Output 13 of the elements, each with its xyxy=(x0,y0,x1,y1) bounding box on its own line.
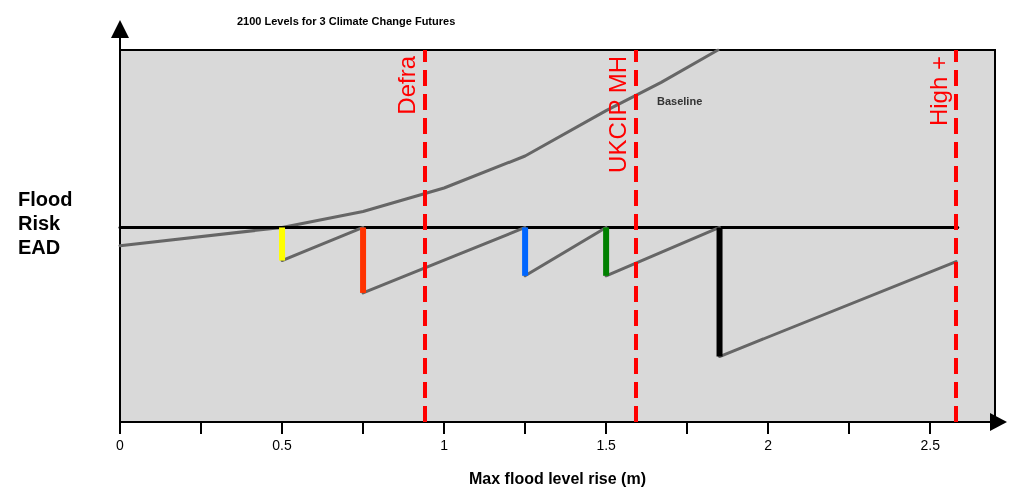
x-tick-label: 2 xyxy=(764,437,773,453)
chart-title: 2100 Levels for 3 Climate Change Futures xyxy=(237,14,456,27)
x-tick-label: 0 xyxy=(116,437,125,453)
ref-line-label: UKCIP MH xyxy=(603,56,631,173)
x-tick-label: 1.5 xyxy=(596,437,617,453)
y-axis-title: Flood Risk EAD xyxy=(18,188,73,258)
x-tick-label: 1 xyxy=(440,437,449,453)
annotation: Baseline xyxy=(657,94,703,107)
ref-line-label: Defra xyxy=(393,55,421,115)
x-tick-label: 2.5 xyxy=(920,437,941,453)
ref-line-label: High + xyxy=(924,56,952,127)
x-axis-title: Max flood level rise (m) xyxy=(469,469,646,487)
x-tick-label: 0.5 xyxy=(272,437,292,453)
